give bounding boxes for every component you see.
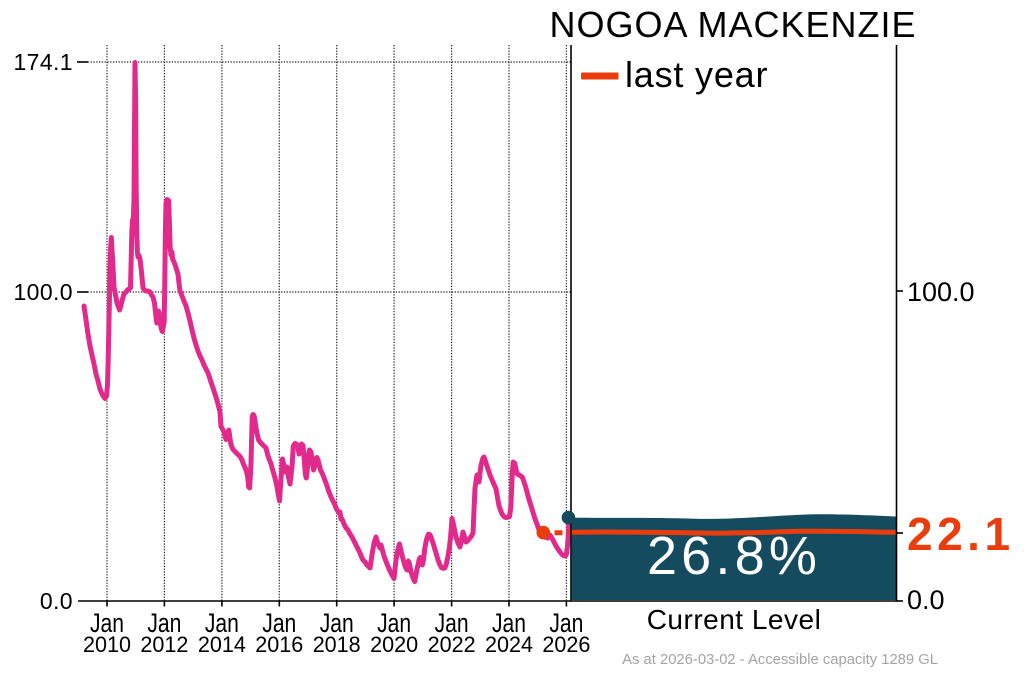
svg-text:0.0: 0.0 [40,588,73,614]
svg-text:2014: 2014 [198,632,246,657]
svg-text:Jan: Jan [205,608,239,638]
svg-text:174.1: 174.1 [13,49,73,75]
svg-text:last year: last year [625,54,768,95]
svg-text:2026: 2026 [542,632,590,657]
svg-text:Jan: Jan [549,608,583,638]
svg-text:22.1: 22.1 [907,508,1015,560]
svg-text:0.0: 0.0 [907,585,945,615]
svg-text:2022: 2022 [428,632,476,657]
svg-text:26.8%: 26.8% [647,526,821,586]
svg-text:Jan: Jan [262,608,296,638]
svg-text:2024: 2024 [485,632,533,657]
svg-text:100.0: 100.0 [13,279,73,305]
svg-text:Jan: Jan [320,608,354,638]
svg-text:Jan: Jan [435,608,469,638]
svg-text:As at 2026-03-02 - Accessible: As at 2026-03-02 - Accessible capacity 1… [622,652,938,668]
svg-text:Jan: Jan [90,608,124,638]
svg-text:2016: 2016 [255,632,303,657]
svg-text:2012: 2012 [140,632,188,657]
svg-text:Jan: Jan [377,608,411,638]
svg-text:2018: 2018 [313,632,361,657]
svg-text:100.0: 100.0 [907,277,975,307]
svg-text:NOGOA MACKENZIE: NOGOA MACKENZIE [549,4,916,45]
svg-text:2020: 2020 [370,632,418,657]
svg-text:2010: 2010 [83,632,131,657]
svg-text:Jan: Jan [492,608,526,638]
svg-text:Jan: Jan [147,608,181,638]
svg-text:Current Level: Current Level [647,604,822,635]
